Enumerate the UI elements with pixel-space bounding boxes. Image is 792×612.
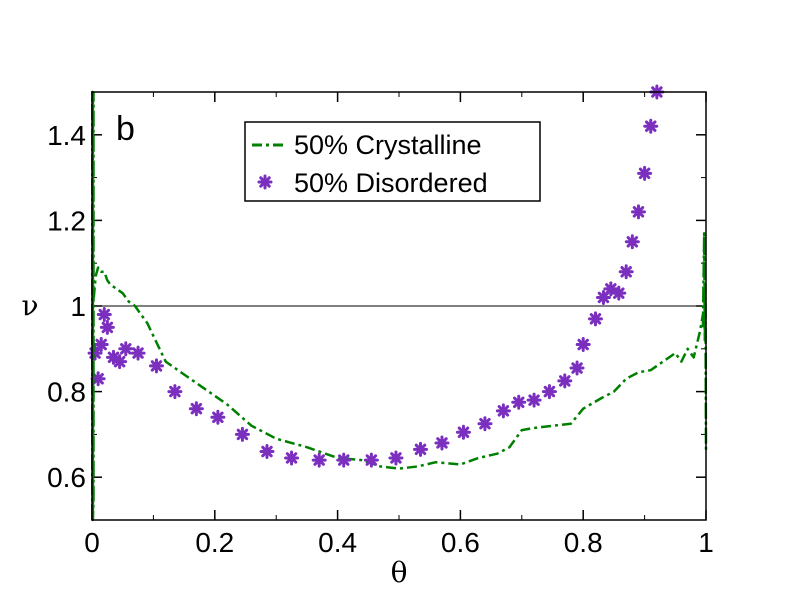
disordered-point <box>188 401 204 417</box>
disordered-point <box>643 118 659 134</box>
disordered-point <box>412 441 428 457</box>
disordered-point <box>637 165 653 181</box>
disordered-point <box>557 373 573 389</box>
y-axis-label: ν <box>21 289 38 322</box>
disordered-point <box>363 452 379 468</box>
disordered-point <box>511 394 527 410</box>
disordered-point <box>455 424 471 440</box>
disordered-point <box>388 450 404 466</box>
x-tick-label: 0.2 <box>195 527 234 558</box>
y-tick-label: 1 <box>70 291 86 322</box>
disordered-point <box>587 311 603 327</box>
x-tick-label: 0.6 <box>441 527 480 558</box>
disordered-point <box>93 337 109 353</box>
disordered-point <box>603 281 619 297</box>
disordered-point <box>210 409 226 425</box>
x-axis-label: θ <box>391 556 408 589</box>
disordered-point <box>311 452 327 468</box>
disordered-point <box>118 341 134 357</box>
disordered-point <box>96 307 112 323</box>
disordered-point <box>477 416 493 432</box>
legend-disordered-marker <box>257 174 273 190</box>
disordered-point <box>167 384 183 400</box>
disordered-point <box>99 319 115 335</box>
disordered-point <box>434 435 450 451</box>
series-line-50-crystalline <box>92 266 705 470</box>
disordered-point <box>336 452 352 468</box>
y-tick-label: 1.2 <box>47 205 86 236</box>
panel-label: b <box>116 110 135 148</box>
x-tick-label: 0.4 <box>318 527 357 558</box>
disordered-point <box>595 289 611 305</box>
disordered-point <box>624 234 640 250</box>
x-tick-label: 1 <box>698 527 714 558</box>
x-tick-label: 0.8 <box>564 527 603 558</box>
x-tick-label: 0 <box>84 527 100 558</box>
disordered-point <box>259 444 275 460</box>
y-tick-label: 0.8 <box>47 377 86 408</box>
series-layer <box>87 84 708 522</box>
y-tick-label: 0.6 <box>47 462 86 493</box>
disordered-point <box>611 285 627 301</box>
disordered-point <box>148 358 164 374</box>
disordered-point <box>630 204 646 220</box>
disordered-point <box>112 354 128 370</box>
disordered-point <box>569 360 585 376</box>
legend-crystalline-label: 50% Crystalline <box>294 130 482 160</box>
disordered-point <box>234 426 250 442</box>
y-tick-label: 1.4 <box>47 120 86 151</box>
legend-disordered-label: 50% Disordered <box>294 168 488 198</box>
disordered-point <box>284 450 300 466</box>
disordered-point <box>130 345 146 361</box>
legend-asterisk <box>257 174 273 190</box>
tick-labels: 0 0.2 0.4 0.6 0.8 1 0.6 0.8 1 1.2 1.4 <box>47 120 714 558</box>
disordered-point <box>618 264 634 280</box>
disordered-point <box>575 337 591 353</box>
disordered-point <box>87 345 103 361</box>
disordered-point <box>495 403 511 419</box>
plot-frame <box>91 91 707 521</box>
legend-box <box>244 121 541 202</box>
disordered-point <box>541 384 557 400</box>
legend: 50% Crystalline 50% Disordered <box>244 121 541 202</box>
disordered-point <box>526 392 542 408</box>
